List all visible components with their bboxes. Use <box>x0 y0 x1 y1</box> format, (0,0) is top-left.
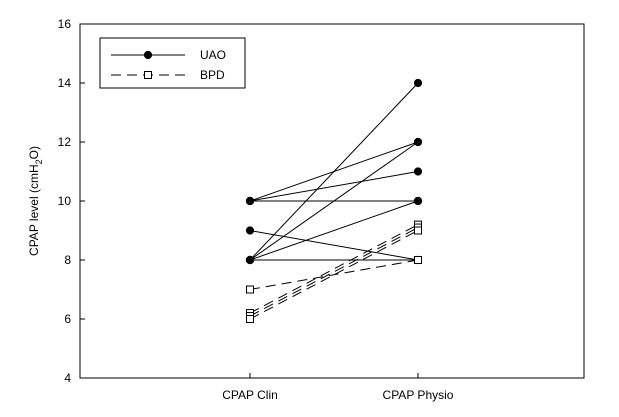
x-tick-label: CPAP Clin <box>222 388 278 402</box>
series-line-uao <box>249 230 419 261</box>
legend-box <box>99 37 246 89</box>
y-tick-label: 8 <box>64 253 71 267</box>
data-point-bpd <box>246 285 254 294</box>
data-point-uao <box>245 226 255 235</box>
legend-label-bpd: BPD <box>200 68 225 82</box>
data-point-uao <box>413 167 423 176</box>
legend-marker-bpd <box>144 71 152 79</box>
y-axis: 4 6 8 10 12 14 16 <box>58 17 85 385</box>
x-axis: CPAP Clin CPAP Physio <box>222 373 454 402</box>
data-point-bpd <box>414 256 422 264</box>
series-line-uao <box>249 82 419 261</box>
y-tick-label: 12 <box>58 135 72 149</box>
series-line-bpd <box>249 227 419 317</box>
data-point-bpd <box>414 226 422 235</box>
data-point-uao <box>413 196 423 206</box>
y-tick-label: 16 <box>58 17 72 31</box>
y-axis-label: CPAP level (cmH2O) <box>27 146 44 256</box>
y-axis-label-tail: O) <box>27 146 41 159</box>
legend: UAO BPD <box>99 37 246 89</box>
x-tick-label: CPAP Physio <box>383 388 454 402</box>
series-line-bpd <box>249 224 419 314</box>
y-tick-label: 4 <box>64 371 71 385</box>
data-point-uao <box>245 196 255 206</box>
legend-label-uao: UAO <box>200 48 226 62</box>
y-tick-label: 6 <box>64 312 71 326</box>
series-layer <box>245 78 423 323</box>
legend-marker-uao <box>143 50 153 60</box>
series-line-uao <box>249 141 419 261</box>
y-tick-label: 14 <box>58 76 72 90</box>
series-line-uao <box>249 171 419 202</box>
data-point-uao <box>413 78 423 88</box>
y-tick-label: 10 <box>58 194 72 208</box>
data-point-bpd <box>246 315 254 323</box>
data-point-uao <box>245 255 255 265</box>
data-point-uao <box>413 137 423 147</box>
y-axis-label-subscript: 2 <box>34 159 44 164</box>
series-line-uao <box>249 200 419 261</box>
series-line-bpd <box>249 259 419 290</box>
